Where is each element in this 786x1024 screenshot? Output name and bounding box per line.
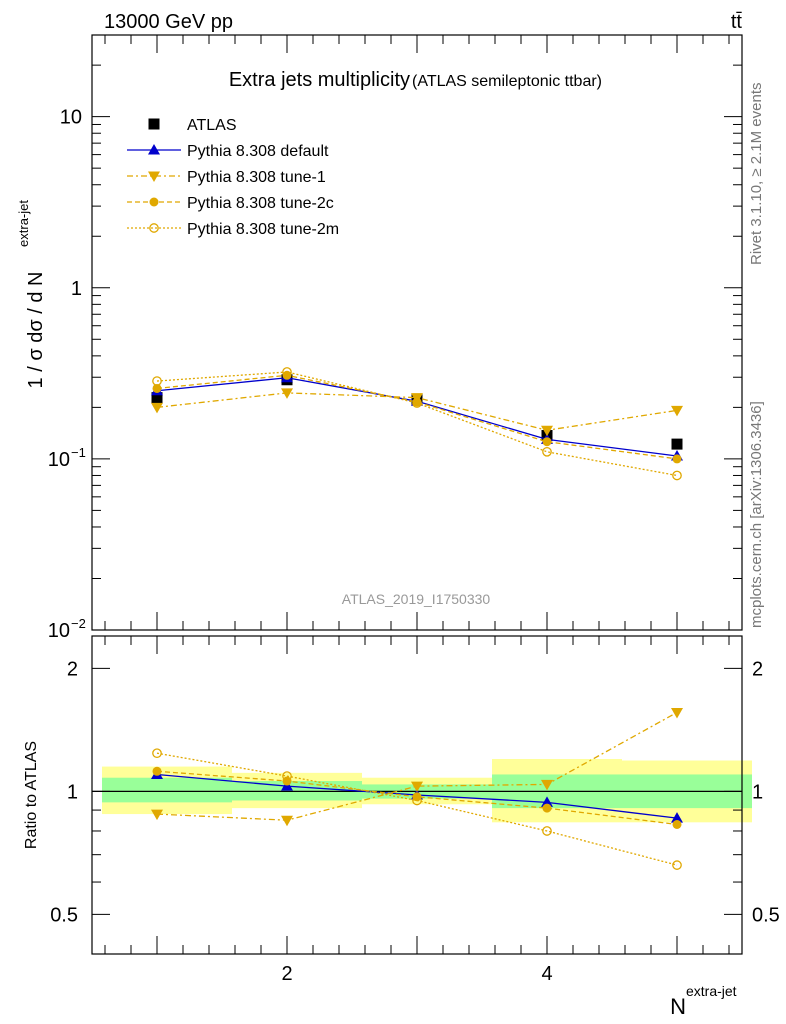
- ratio-uncertainty-bands: [102, 759, 752, 823]
- data-point: [152, 376, 162, 386]
- series-line: [156, 371, 678, 477]
- data-point: [542, 437, 552, 447]
- data-point: [282, 367, 292, 377]
- ratio-y-tick-label: 0.5: [50, 904, 78, 926]
- legend: ATLAS Pythia 8.308 default Pythia 8.308 tu…: [127, 117, 339, 238]
- y-tick-label-exponent: −1: [71, 445, 86, 460]
- series-line: [156, 374, 678, 460]
- ratio-series-line: [156, 752, 678, 866]
- x-axis-label: N: [670, 994, 686, 1019]
- series-pythia-8-308-tune-2m: [152, 367, 682, 481]
- data-point: [151, 392, 163, 404]
- ratio-data-point: [672, 819, 682, 829]
- legend-label: Pythia 8.308 tune-2c: [187, 195, 334, 212]
- ratio-plot-panel: 0.5 0.5 1 1 2 2 2 4 Ratio to ATLAS: [23, 635, 780, 985]
- analysis-watermark: ATLAS_2019_I1750330: [342, 591, 491, 607]
- ratio-series-group: [151, 707, 683, 870]
- energy-label: 13000 GeV pp: [104, 11, 233, 33]
- data-point: [672, 470, 682, 481]
- y-tick-label-exponent: −2: [71, 616, 86, 631]
- inner-uncertainty-band: [102, 777, 232, 803]
- legend-label: Pythia 8.308 default: [187, 143, 329, 160]
- ratio-data-point: [412, 795, 422, 806]
- ratio-series-pythia-8-308-tune-2m: [152, 748, 682, 870]
- series-atlas: [151, 374, 683, 450]
- legend-label: ATLAS: [187, 117, 237, 134]
- legend-marker: [148, 118, 160, 130]
- ratio-data-point: [152, 748, 162, 759]
- series-line: [156, 392, 678, 431]
- data-point: [671, 438, 683, 450]
- ratio-data-point: [542, 826, 552, 836]
- main-y-axis-label: 1 / σ dσ / d N extra-jet: [16, 200, 47, 389]
- data-point: [412, 398, 422, 408]
- ratio-data-point: [282, 776, 292, 786]
- data-point: [671, 405, 683, 417]
- legend-label: Pythia 8.308 tune-1: [187, 169, 326, 186]
- ratio-data-point: [282, 771, 292, 781]
- ratio-data-point: [671, 812, 683, 823]
- ratio-data-point: [152, 766, 162, 776]
- ratio-data-point: [281, 815, 293, 827]
- y-tick-label: 10: [48, 620, 70, 642]
- x-tick-label: 2: [281, 963, 292, 985]
- y-tick-label: 1: [71, 278, 82, 300]
- ratio-series-pythia-8-308-tune-1: [151, 707, 683, 827]
- ratio-y-tick-label-right: 1: [752, 781, 763, 803]
- data-point: [152, 383, 162, 393]
- legend-marker: [148, 144, 160, 155]
- data-point: [151, 402, 163, 414]
- ratio-data-point: [541, 796, 553, 807]
- ratio-data-point: [151, 809, 163, 821]
- data-point: [541, 425, 553, 437]
- ratio-series-line: [156, 770, 678, 826]
- y-axis-label-sup: extra-jet: [16, 200, 31, 247]
- mcplots-label: mcplots.cern.ch [arXiv:1306.3436]: [748, 401, 765, 628]
- y-tick-label: 10: [48, 449, 70, 471]
- ratio-y-tick-label: 2: [67, 658, 78, 680]
- ratio-y-tick-label: 1: [67, 781, 78, 803]
- ratio-y-tick-label-right: 2: [752, 658, 763, 680]
- process-label: tt̄: [731, 11, 743, 33]
- ratio-data-point: [541, 779, 553, 791]
- inner-uncertainty-band: [232, 781, 362, 801]
- ratio-axis-ticks: 0.5 0.5 1 1 2 2 2 4: [50, 636, 780, 985]
- series-pythia-8-308-tune-1: [151, 388, 683, 437]
- chart-title: Extra jets multiplicity: [229, 69, 410, 91]
- data-point: [542, 446, 552, 457]
- y-tick-label: 10: [60, 107, 82, 129]
- chart-subtitle: (ATLAS semileptonic ttbar): [412, 73, 602, 90]
- ratio-y-tick-label-right: 0.5: [752, 904, 780, 926]
- legend-label: Pythia 8.308 tune-2m: [187, 221, 339, 238]
- ratio-data-point: [411, 781, 423, 793]
- ratio-series-pythia-8-308-tune-2c: [152, 766, 682, 829]
- ratio-y-axis-label: Ratio to ATLAS: [23, 741, 40, 849]
- legend-marker: [148, 171, 160, 182]
- x-axis-label-sup: extra-jet: [686, 983, 737, 999]
- ratio-data-point: [542, 803, 552, 813]
- ratio-series-line: [156, 711, 678, 821]
- data-point: [672, 454, 682, 464]
- ratio-data-point: [671, 707, 683, 719]
- y-axis-label-text: 1 / σ dσ / d N: [25, 272, 47, 389]
- series-pythia-8-308-tune-2c: [152, 370, 682, 464]
- legend-marker: [149, 197, 159, 207]
- main-series-group: [151, 367, 683, 481]
- legend-marker: [149, 223, 159, 233]
- series-line: [156, 377, 678, 457]
- series-pythia-8-308-default: [151, 371, 683, 461]
- x-tick-label: 4: [541, 963, 552, 985]
- data-point: [281, 388, 293, 399]
- rivet-version-label: Rivet 3.1.10, ≥ 2.1M events: [748, 83, 765, 266]
- ratio-data-point: [672, 860, 682, 870]
